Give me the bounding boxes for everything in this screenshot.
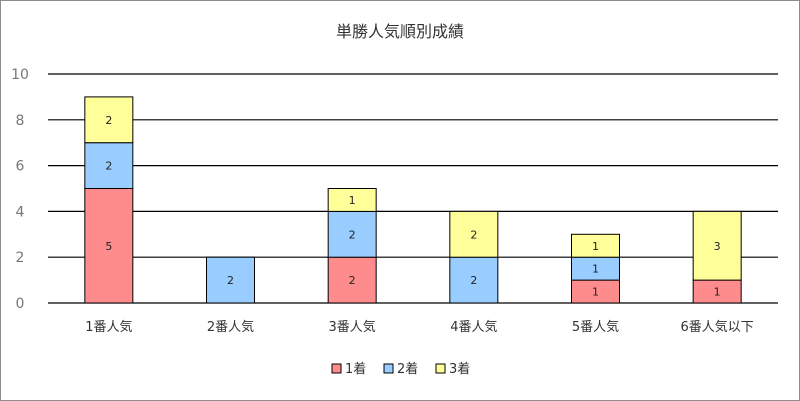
- data-label: 2: [349, 228, 356, 241]
- bar-segment: [84, 96, 134, 144]
- x-category-label: 5番人気: [572, 319, 619, 335]
- x-category-label: 2番人気: [207, 319, 254, 335]
- data-label: 1: [714, 286, 721, 299]
- data-label: 1: [592, 286, 599, 299]
- x-category-label: 4番人気: [450, 319, 497, 335]
- y-tick-label: 4: [16, 204, 25, 220]
- bar-segment: [327, 256, 377, 304]
- x-category-label: 3番人気: [329, 319, 376, 335]
- bar-segment: [692, 210, 742, 281]
- x-category-label: 1番人気: [85, 319, 132, 335]
- y-tick-label: 10: [11, 67, 29, 83]
- bar-segment: [449, 210, 499, 258]
- data-label: 1: [592, 240, 599, 253]
- data-label: 2: [349, 274, 356, 287]
- legend-label: 3着: [449, 361, 470, 377]
- bars: 5 2 2 2 2 2 1 2 2 1 1 1 1 3: [84, 96, 742, 304]
- legend-swatch: [435, 363, 446, 374]
- data-label: 2: [105, 114, 112, 127]
- legend-label: 1着: [345, 361, 366, 377]
- chart-title: 単勝人気順別成績: [336, 22, 464, 41]
- y-tick-label: 2: [16, 250, 25, 266]
- bar-segment: [327, 210, 377, 258]
- data-label: 2: [470, 228, 477, 241]
- bar-segment: [84, 188, 134, 304]
- data-label: 2: [227, 274, 234, 287]
- y-axis-ticks: 0 2 4 6 8 10: [11, 67, 29, 312]
- data-label: 1: [349, 194, 356, 207]
- y-tick-label: 6: [16, 159, 25, 175]
- data-label: 3: [714, 240, 721, 253]
- bar-segment: [206, 256, 255, 304]
- gridlines: [48, 73, 778, 304]
- bar-segment: [84, 142, 134, 189]
- y-tick-label: 0: [16, 296, 25, 312]
- data-label: 5: [105, 240, 112, 253]
- legend: 1着 2着 3着: [331, 361, 470, 377]
- legend-label: 2着: [397, 361, 418, 377]
- x-category-label: 6番人気以下: [681, 319, 754, 335]
- data-label: 1: [592, 263, 599, 276]
- bar-segment: [449, 256, 499, 304]
- legend-swatch: [383, 363, 394, 374]
- y-tick-label: 8: [16, 113, 25, 129]
- bar-segment: [571, 233, 620, 258]
- x-axis-categories: 1番人気 2番人気 3番人気 4番人気 5番人気 6番人気以下: [85, 319, 754, 335]
- data-label: 2: [105, 160, 112, 173]
- bar-segment: [327, 188, 377, 212]
- legend-swatch: [331, 363, 342, 374]
- data-label: 2: [470, 274, 477, 287]
